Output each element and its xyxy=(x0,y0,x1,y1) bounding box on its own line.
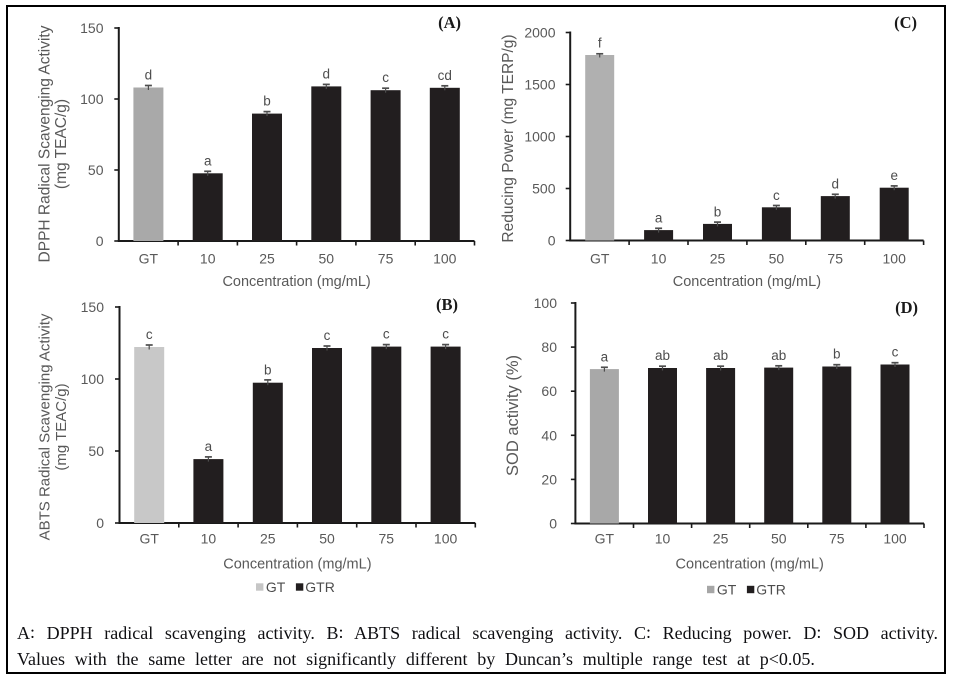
svg-text:c: c xyxy=(324,328,331,343)
svg-text:50: 50 xyxy=(88,443,104,459)
svg-text:0: 0 xyxy=(549,516,557,532)
svg-text:Concentration (mg/mL): Concentration (mg/mL) xyxy=(222,274,370,290)
svg-text:GTR: GTR xyxy=(756,582,786,598)
svg-text:c: c xyxy=(382,70,389,85)
svg-text:GT: GT xyxy=(266,579,286,595)
svg-text:SOD activity (%): SOD activity (%) xyxy=(504,355,522,476)
svg-text:1000: 1000 xyxy=(524,129,555,145)
svg-text:b: b xyxy=(714,204,722,219)
svg-text:0: 0 xyxy=(96,233,104,249)
svg-text:GT: GT xyxy=(139,251,159,267)
svg-text:b: b xyxy=(264,363,272,378)
svg-text:c: c xyxy=(383,327,390,342)
svg-text:d: d xyxy=(323,66,331,81)
svg-text:150: 150 xyxy=(80,20,104,36)
svg-text:10: 10 xyxy=(651,251,667,267)
svg-text:100: 100 xyxy=(433,251,457,267)
svg-text:100: 100 xyxy=(80,91,104,107)
svg-text:10: 10 xyxy=(201,531,217,547)
svg-text:10: 10 xyxy=(200,251,216,267)
svg-text:GTR: GTR xyxy=(305,579,335,595)
svg-text:c: c xyxy=(892,345,899,360)
svg-text:75: 75 xyxy=(379,531,395,547)
svg-text:25: 25 xyxy=(713,531,729,547)
svg-text:25: 25 xyxy=(260,531,276,547)
svg-text:75: 75 xyxy=(827,251,843,267)
svg-text:50: 50 xyxy=(769,251,785,267)
svg-text:25: 25 xyxy=(710,251,726,267)
svg-text:75: 75 xyxy=(829,531,845,547)
svg-text:(D): (D) xyxy=(895,298,918,317)
svg-text:20: 20 xyxy=(541,471,557,487)
svg-text:100: 100 xyxy=(883,251,907,267)
svg-text:0: 0 xyxy=(96,515,104,531)
svg-text:e: e xyxy=(890,168,898,183)
svg-text:80: 80 xyxy=(541,339,557,355)
svg-text:1500: 1500 xyxy=(524,77,555,93)
svg-text:50: 50 xyxy=(88,162,104,178)
svg-text:b: b xyxy=(833,347,841,362)
svg-text:(mg TEAC/g): (mg TEAC/g) xyxy=(53,383,70,470)
svg-text:50: 50 xyxy=(319,531,335,547)
svg-text:25: 25 xyxy=(259,251,275,267)
svg-text:Reducing Power (mg TERP/g): Reducing Power (mg TERP/g) xyxy=(500,34,517,242)
svg-text:GT: GT xyxy=(595,531,615,547)
svg-text:b: b xyxy=(263,94,271,109)
svg-text:a: a xyxy=(205,439,213,454)
svg-text:ab: ab xyxy=(713,348,728,363)
svg-text:a: a xyxy=(204,153,212,168)
svg-text:40: 40 xyxy=(541,427,557,443)
svg-text:c: c xyxy=(146,327,153,342)
svg-text:75: 75 xyxy=(378,251,394,267)
svg-text:c: c xyxy=(442,327,449,342)
svg-text:d: d xyxy=(145,68,153,83)
svg-text:f: f xyxy=(598,36,602,51)
svg-text:(C): (C) xyxy=(894,13,917,32)
svg-text:50: 50 xyxy=(319,251,335,267)
svg-text:100: 100 xyxy=(434,531,458,547)
svg-text:2000: 2000 xyxy=(524,25,555,41)
svg-text:(mg TEAC/g): (mg TEAC/g) xyxy=(53,99,70,189)
svg-text:DPPH Radical Scavenging Activi: DPPH Radical Scavenging Activity xyxy=(37,25,54,262)
svg-text:d: d xyxy=(831,177,839,192)
svg-text:GT: GT xyxy=(139,531,159,547)
svg-text:cd: cd xyxy=(438,68,452,83)
svg-text:Concentration (mg/mL): Concentration (mg/mL) xyxy=(673,274,821,290)
svg-text:GT: GT xyxy=(590,251,610,267)
svg-text:Concentration (mg/mL): Concentration (mg/mL) xyxy=(223,557,371,573)
svg-text:c: c xyxy=(773,188,780,203)
svg-text:150: 150 xyxy=(81,299,105,315)
svg-text:ABTS Radical Scavenging Activi: ABTS Radical Scavenging Activity xyxy=(37,313,54,540)
svg-text:(B): (B) xyxy=(436,295,458,314)
svg-text:(A): (A) xyxy=(438,13,461,32)
svg-text:60: 60 xyxy=(541,383,557,399)
svg-text:500: 500 xyxy=(532,181,556,197)
svg-text:100: 100 xyxy=(883,531,907,547)
svg-text:a: a xyxy=(655,211,663,226)
svg-text:100: 100 xyxy=(81,371,105,387)
svg-text:GT: GT xyxy=(717,582,737,598)
svg-text:ab: ab xyxy=(771,348,786,363)
svg-text:50: 50 xyxy=(771,531,787,547)
svg-text:10: 10 xyxy=(655,531,671,547)
svg-text:ab: ab xyxy=(655,348,670,363)
svg-text:a: a xyxy=(601,349,609,364)
svg-text:Concentration (mg/mL): Concentration (mg/mL) xyxy=(676,557,824,573)
svg-text:0: 0 xyxy=(548,233,556,249)
svg-text:100: 100 xyxy=(534,295,558,311)
